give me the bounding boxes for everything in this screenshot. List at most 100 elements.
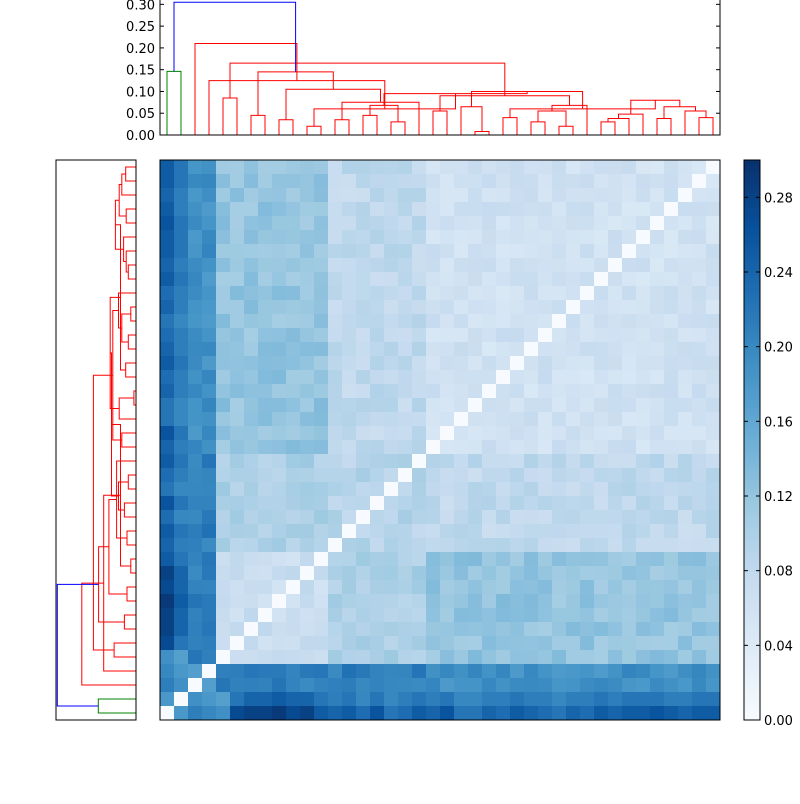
heatmap-cell [272,636,287,651]
heatmap-cell [426,328,441,343]
heatmap-cell [328,468,343,483]
heatmap-cell [524,426,539,441]
heatmap-cell [580,440,595,455]
colorbar-tick-label: 0.00 [764,714,793,729]
heatmap-cell [188,286,203,301]
heatmap-cell [188,538,203,553]
heatmap-cell [356,482,371,497]
heatmap-cell [426,244,441,259]
heatmap-cell [566,594,581,609]
heatmap-cell [188,160,203,175]
heatmap-cell [314,580,329,595]
heatmap-cell [216,538,231,553]
heatmap-cell [300,580,315,595]
heatmap-cell [482,160,497,175]
heatmap-cell [384,314,399,329]
heatmap-cell [356,552,371,567]
heatmap-cell [356,370,371,385]
heatmap-cell [636,426,651,441]
heatmap-cell [398,398,413,413]
heatmap-cell [370,678,385,693]
heatmap-cell [608,566,623,581]
heatmap-cell [300,608,315,623]
heatmap-cell [594,566,609,581]
heatmap-cell [552,426,567,441]
heatmap-cell [594,258,609,273]
heatmap-cell [272,160,287,175]
heatmap-cell [594,160,609,175]
heatmap-cell [244,272,259,287]
heatmap-cell [160,580,175,595]
dendrogram-link [126,530,136,546]
heatmap-cell [552,202,567,217]
heatmap-cell [356,692,371,707]
heatmap-cell [440,188,455,203]
heatmap-cell [440,706,455,721]
heatmap-cell [622,286,637,301]
colorbar-band [744,452,760,457]
colorbar-band [744,576,760,581]
heatmap-cell [328,580,343,595]
heatmap-cell [188,664,203,679]
heatmap-cell [510,286,525,301]
colorbar-band [744,680,760,685]
heatmap-cell [552,566,567,581]
heatmap-cell [202,188,217,203]
dendrogram-link [125,166,136,182]
heatmap-cell [496,664,511,679]
heatmap-cell [202,496,217,511]
heatmap-cell [188,706,203,721]
heatmap-cell [580,706,595,721]
heatmap-cell [678,608,693,623]
heatmap-cell [496,552,511,567]
heatmap-cell [622,594,637,609]
heatmap-cell [384,552,399,567]
heatmap-cell [286,650,301,665]
heatmap-cell [244,258,259,273]
heatmap-cell [608,426,623,441]
heatmap-cell [538,426,553,441]
heatmap-cell [650,706,665,721]
heatmap-cell [510,538,525,553]
heatmap-cell [580,538,595,553]
heatmap-cell [468,412,483,427]
heatmap-cell [426,370,441,385]
heatmap-cell [300,678,315,693]
heatmap-cell [160,692,175,707]
heatmap-cell [188,622,203,637]
heatmap-cell [454,650,469,665]
heatmap-cell [692,202,707,217]
heatmap-cell [272,594,287,609]
heatmap-cell [426,622,441,637]
heatmap-cell [678,664,693,679]
heatmap-cell [636,216,651,231]
heatmap-cell [216,454,231,469]
heatmap-cell [426,580,441,595]
colorbar-band [744,360,760,365]
colorbar-band [744,656,760,661]
y-tick-label: 0.00 [126,129,155,144]
heatmap-cell [328,412,343,427]
heatmap-cell [412,426,427,441]
heatmap-cell [608,188,623,203]
heatmap-cell [398,566,413,581]
heatmap-cell [650,342,665,357]
heatmap-cell [664,706,679,721]
heatmap-cell [370,314,385,329]
heatmap-cell [692,300,707,315]
heatmap-cell [174,230,189,245]
heatmap-cell [356,566,371,581]
dendrogram-link [194,43,298,135]
heatmap-cell [426,706,441,721]
heatmap-cell [706,510,721,525]
heatmap-cell [174,202,189,217]
heatmap-cell [636,244,651,259]
heatmap-cell [608,468,623,483]
heatmap-cell [580,314,595,329]
heatmap-cell [398,300,413,315]
heatmap-cell [566,510,581,525]
heatmap-cell [398,594,413,609]
heatmap-cell [244,566,259,581]
heatmap-cell [454,440,469,455]
heatmap-cell [454,678,469,693]
